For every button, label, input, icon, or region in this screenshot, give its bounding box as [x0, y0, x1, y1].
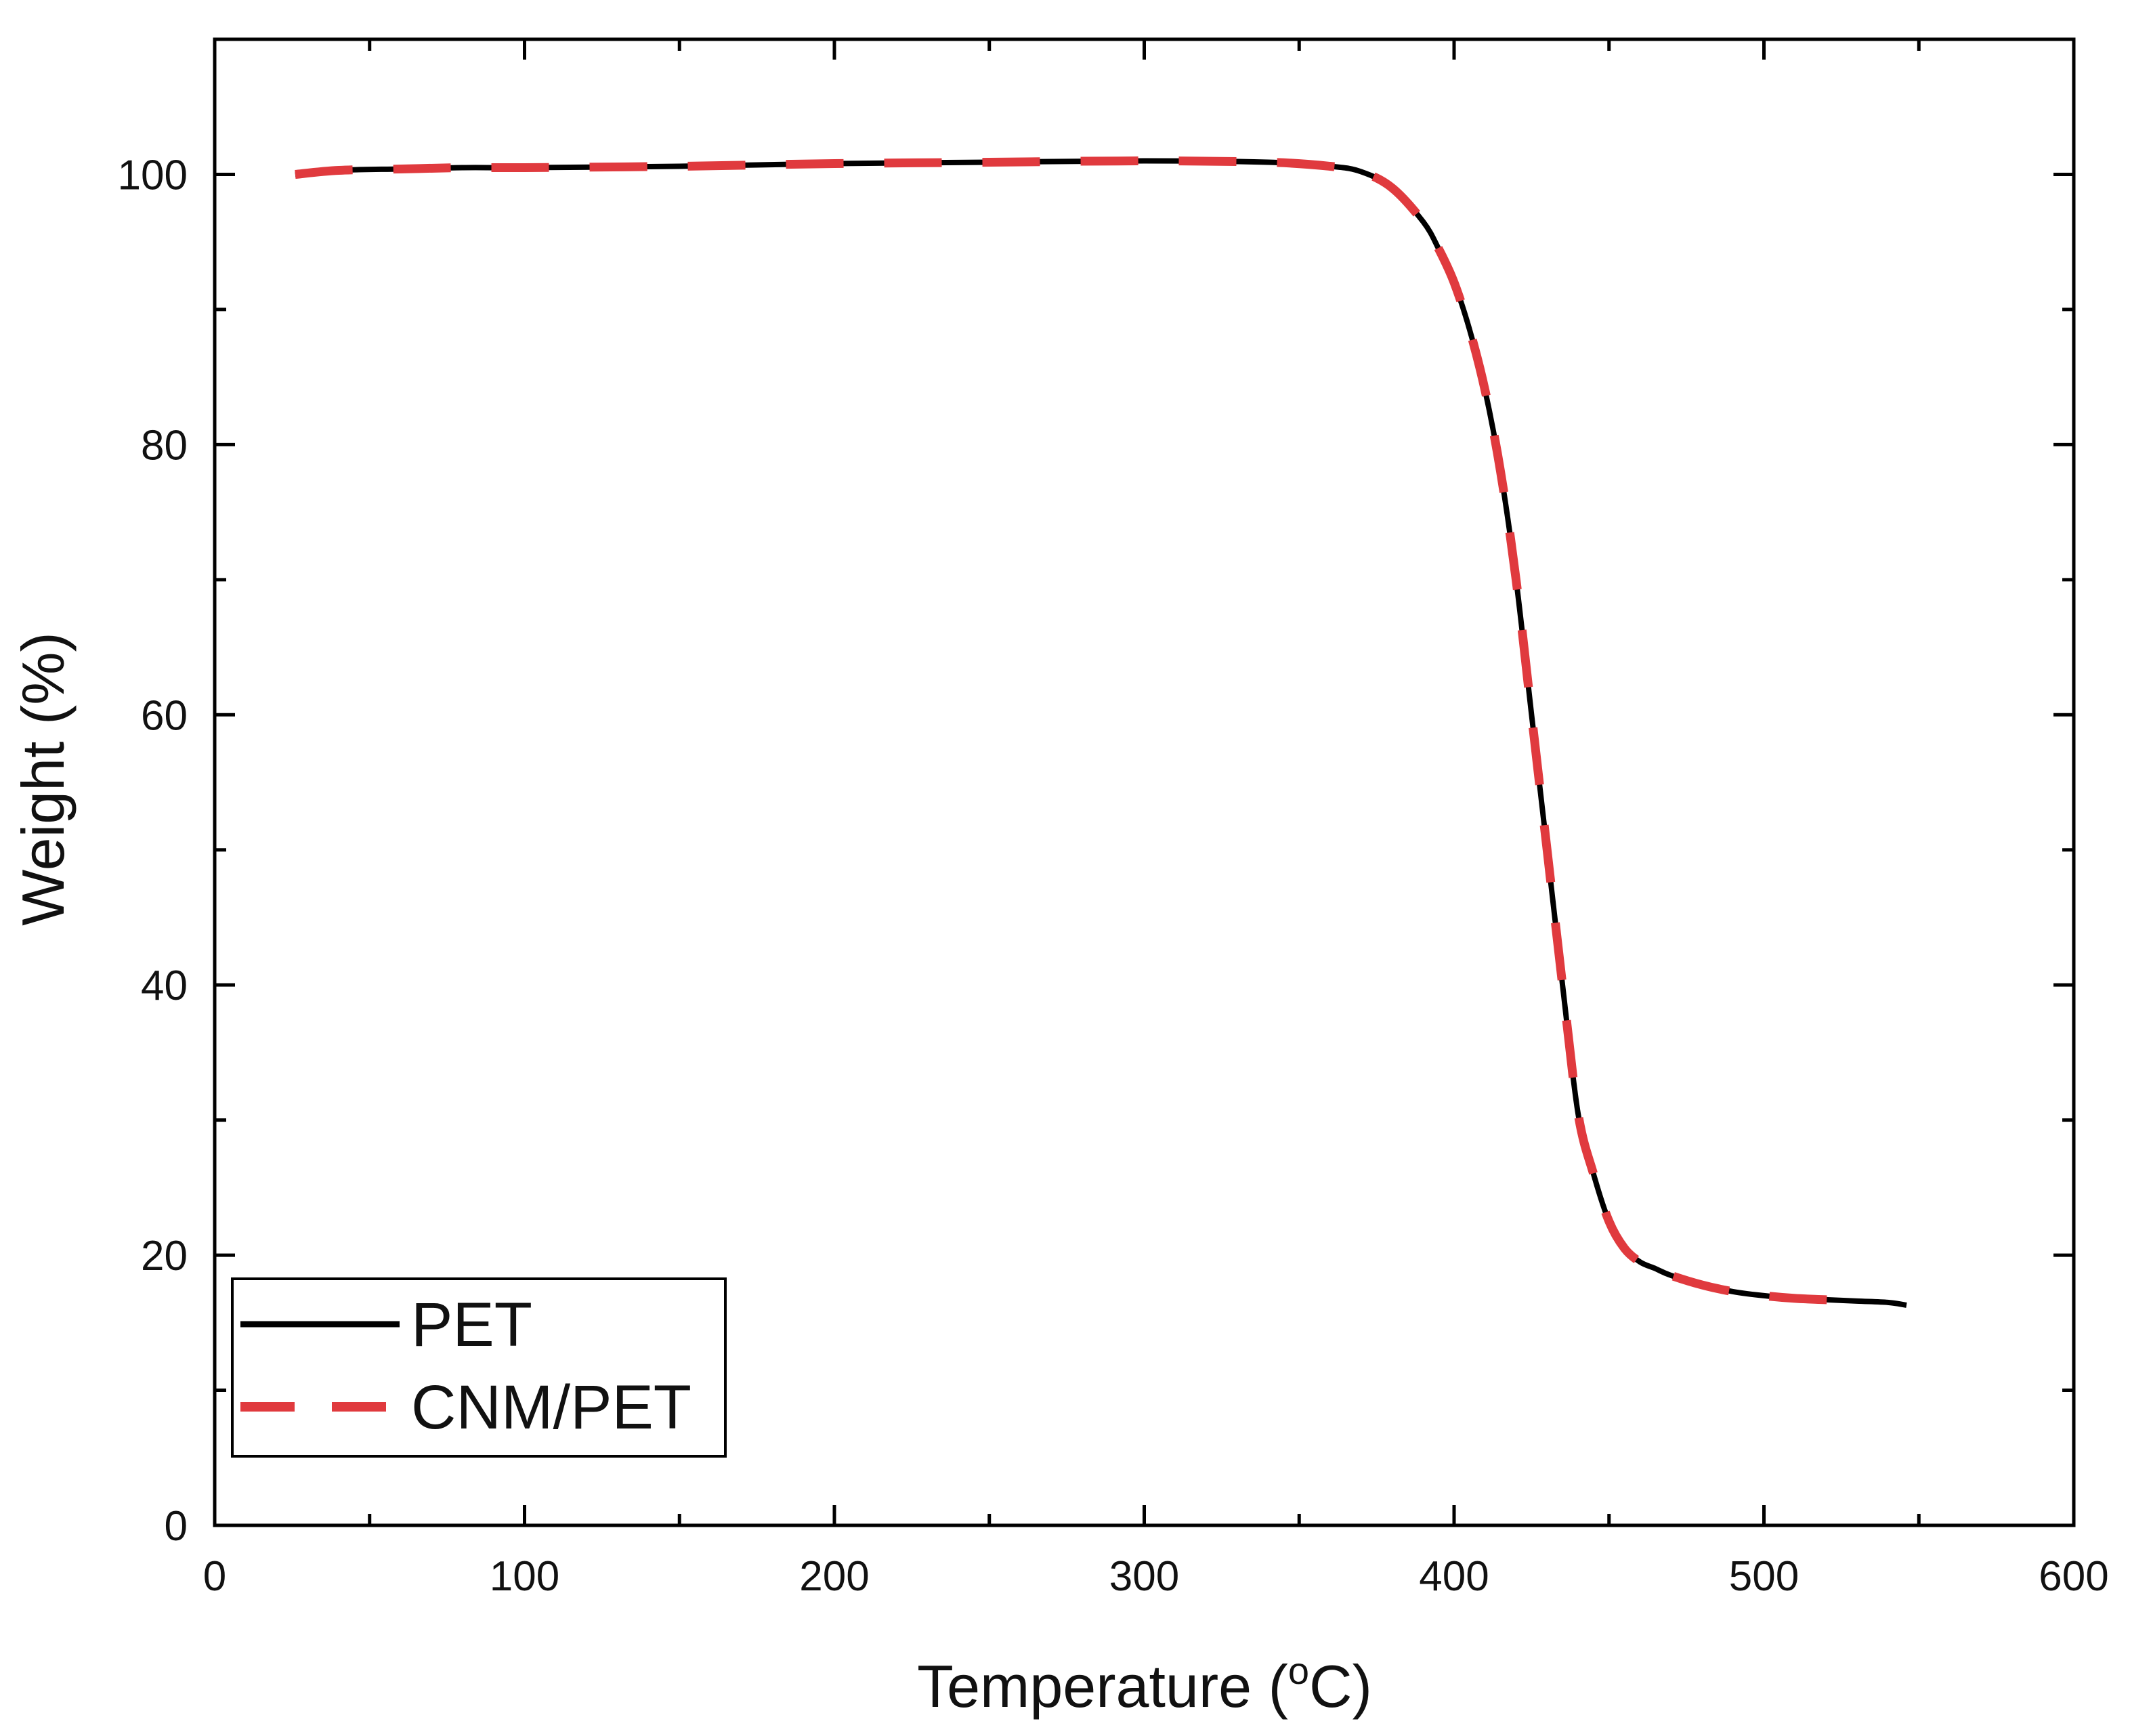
y-tick-label: 80 — [141, 422, 188, 469]
y-tick-label: 20 — [141, 1233, 188, 1279]
legend-label-pet: PET — [411, 1290, 532, 1359]
x-tick-label: 600 — [2039, 1553, 2108, 1600]
x-tick-label: 200 — [799, 1553, 869, 1600]
y-tick-label: 0 — [165, 1503, 188, 1550]
x-tick-label: 100 — [490, 1553, 559, 1600]
x-tick-label: 0 — [203, 1553, 226, 1600]
tick-labels: 0 100 200 300 400 500 600 0 20 40 60 80 100 — [118, 152, 2109, 1600]
x-tick-label: 300 — [1109, 1553, 1179, 1600]
legend-box — [231, 1277, 727, 1458]
x-tick-label: 500 — [1729, 1553, 1799, 1600]
y-axis-label: Weight (%) — [9, 632, 77, 926]
plot-frame — [213, 37, 2076, 1527]
y-tick-label: 60 — [141, 692, 188, 739]
legend: PET CNM/PET — [231, 1277, 727, 1458]
y-tick-label: 100 — [118, 152, 188, 198]
series-layer — [295, 156, 1907, 1308]
legend-label-cnm-pet: CNM/PET — [411, 1373, 691, 1442]
x-tick-label: 400 — [1419, 1553, 1489, 1600]
x-axis-label: Temperature (oC) — [917, 1649, 1372, 1720]
y-tick-label: 40 — [141, 962, 188, 1009]
series-line-cnm-pet — [295, 156, 1858, 1306]
